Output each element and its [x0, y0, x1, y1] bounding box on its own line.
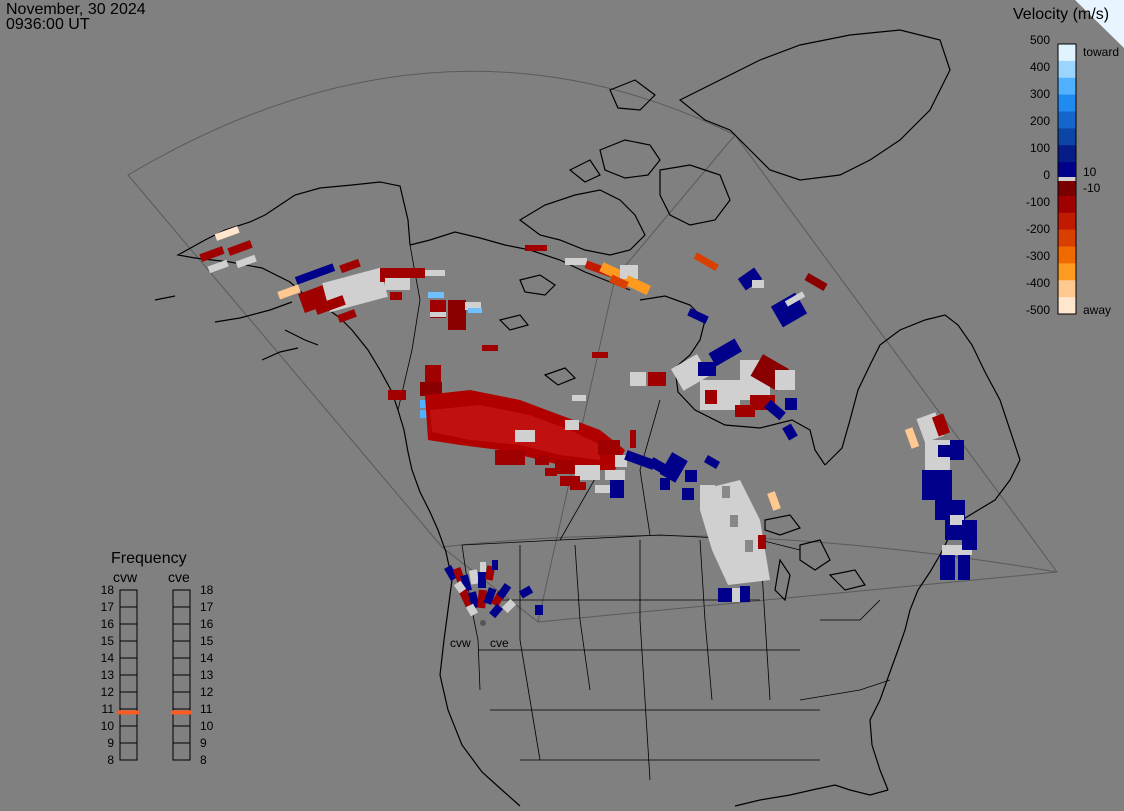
frequency-cell: [119, 640, 138, 659]
away-label: away: [1083, 303, 1112, 317]
frequency-tick-left: 13: [100, 668, 114, 682]
frequency-tick-left: 8: [107, 753, 114, 767]
freq-radar-cve: cve: [168, 569, 190, 585]
map-radar-cve: cve: [490, 636, 509, 650]
political-borders: [397, 244, 891, 781]
frequency-cell: [172, 589, 191, 608]
frequency-cell: [119, 606, 138, 625]
velocity-tick: 0: [1043, 168, 1050, 182]
date-label: November, 30 2024: [6, 1, 146, 18]
frequency-tick-left: 9: [107, 736, 114, 750]
coastlines: [154, 29, 1021, 807]
frequency-tick-right: 10: [200, 719, 214, 733]
frequency-tick-left: 18: [100, 583, 114, 597]
velocity-color-2: [1058, 77, 1076, 96]
velocity-title: Velocity (m/s): [1013, 6, 1110, 23]
frequency-tick-right: 16: [200, 617, 214, 631]
frequency-cell: [119, 657, 138, 676]
frequency-cell: [172, 691, 191, 710]
velocity-color-9: [1058, 195, 1076, 214]
frequency-tick-right: 12: [200, 685, 214, 699]
radar-site-marker: [480, 620, 486, 626]
velocity-color-1: [1058, 60, 1076, 79]
time-label: 0936:00 UT: [6, 16, 90, 33]
frequency-tick-right: 18: [200, 583, 214, 597]
frequency-cell: [119, 691, 138, 710]
scatter-cells: [199, 226, 977, 619]
velocity-color-0: [1058, 44, 1076, 62]
frequency-cell: [119, 623, 138, 642]
velocity-color-5: [1058, 128, 1076, 146]
velocity-color-11: [1058, 229, 1076, 247]
velocity-color-14: [1058, 280, 1076, 298]
frequency-tick-left: 12: [100, 685, 114, 699]
velocity-tick: 200: [1029, 114, 1050, 128]
velocity-colorbar: [1057, 43, 1077, 315]
frequency-cell: [172, 606, 191, 625]
radar-fov-outlines: [127, 70, 1058, 623]
frequency-cell: [119, 674, 138, 693]
toward-label: toward: [1083, 45, 1120, 59]
frequency-tick-right: 17: [200, 600, 214, 614]
frequency-tick-left: 17: [100, 600, 114, 614]
map-radar-cvw: cvw: [450, 636, 471, 650]
velocity-color-7: [1058, 162, 1076, 180]
velocity-tick: -100: [1025, 195, 1050, 209]
velocity-tick: 400: [1029, 60, 1050, 74]
frequency-cell: [172, 623, 191, 642]
velocity-color-6: [1058, 145, 1076, 163]
frequency-tick-left: 16: [100, 617, 114, 631]
velocity-inner-plus: 10: [1083, 165, 1097, 179]
frequency-cell: [172, 640, 191, 659]
frequency-tick-right: 14: [200, 651, 214, 665]
velocity-tick: -400: [1025, 276, 1050, 290]
velocity-tick: 100: [1029, 141, 1050, 155]
velocity-inner-minus: -10: [1083, 181, 1101, 195]
velocity-color-8: [1058, 179, 1076, 197]
freq-radar-cvw: cvw: [113, 569, 138, 585]
velocity-bar-frame: [1057, 43, 1077, 315]
frequency-tick-left: 11: [101, 702, 114, 716]
velocity-color-13: [1058, 263, 1076, 281]
corner-mark: [1075, 0, 1124, 48]
frequency-title: Frequency: [111, 550, 187, 567]
frequency-marker-cve: [171, 710, 192, 715]
frequency-cell: [119, 589, 138, 608]
velocity-color-10: [1058, 212, 1076, 231]
velocity-color-12: [1058, 246, 1076, 264]
frequency-cell: [119, 725, 138, 744]
frequency-columns: [118, 589, 192, 761]
frequency-tick-left: 15: [100, 634, 114, 648]
frequency-tick-left: 14: [100, 651, 114, 665]
velocity-tick: 300: [1029, 87, 1050, 101]
velocity-zero-band: [1058, 177, 1076, 181]
frequency-tick-right: 13: [200, 668, 214, 682]
velocity-color-3: [1058, 94, 1076, 112]
frequency-marker-cvw: [118, 710, 139, 715]
frequency-cell: [172, 674, 191, 693]
frequency-cell: [172, 657, 191, 676]
velocity-tick: 500: [1029, 33, 1050, 47]
frequency-tick-left: 10: [100, 719, 114, 733]
frequency-cell: [119, 742, 138, 761]
frequency-cell: [172, 742, 191, 761]
frequency-tick-right: 9: [200, 736, 207, 750]
velocity-color-4: [1058, 111, 1076, 129]
velocity-tick: -500: [1025, 303, 1050, 317]
frequency-tick-right: 15: [200, 634, 214, 648]
velocity-color-15: [1058, 297, 1076, 315]
frequency-cell: [172, 725, 191, 744]
velocity-tick: -200: [1025, 222, 1050, 236]
velocity-tick: -300: [1025, 249, 1050, 263]
frequency-tick-right: 8: [200, 753, 207, 767]
frequency-tick-right: 11: [200, 702, 213, 716]
